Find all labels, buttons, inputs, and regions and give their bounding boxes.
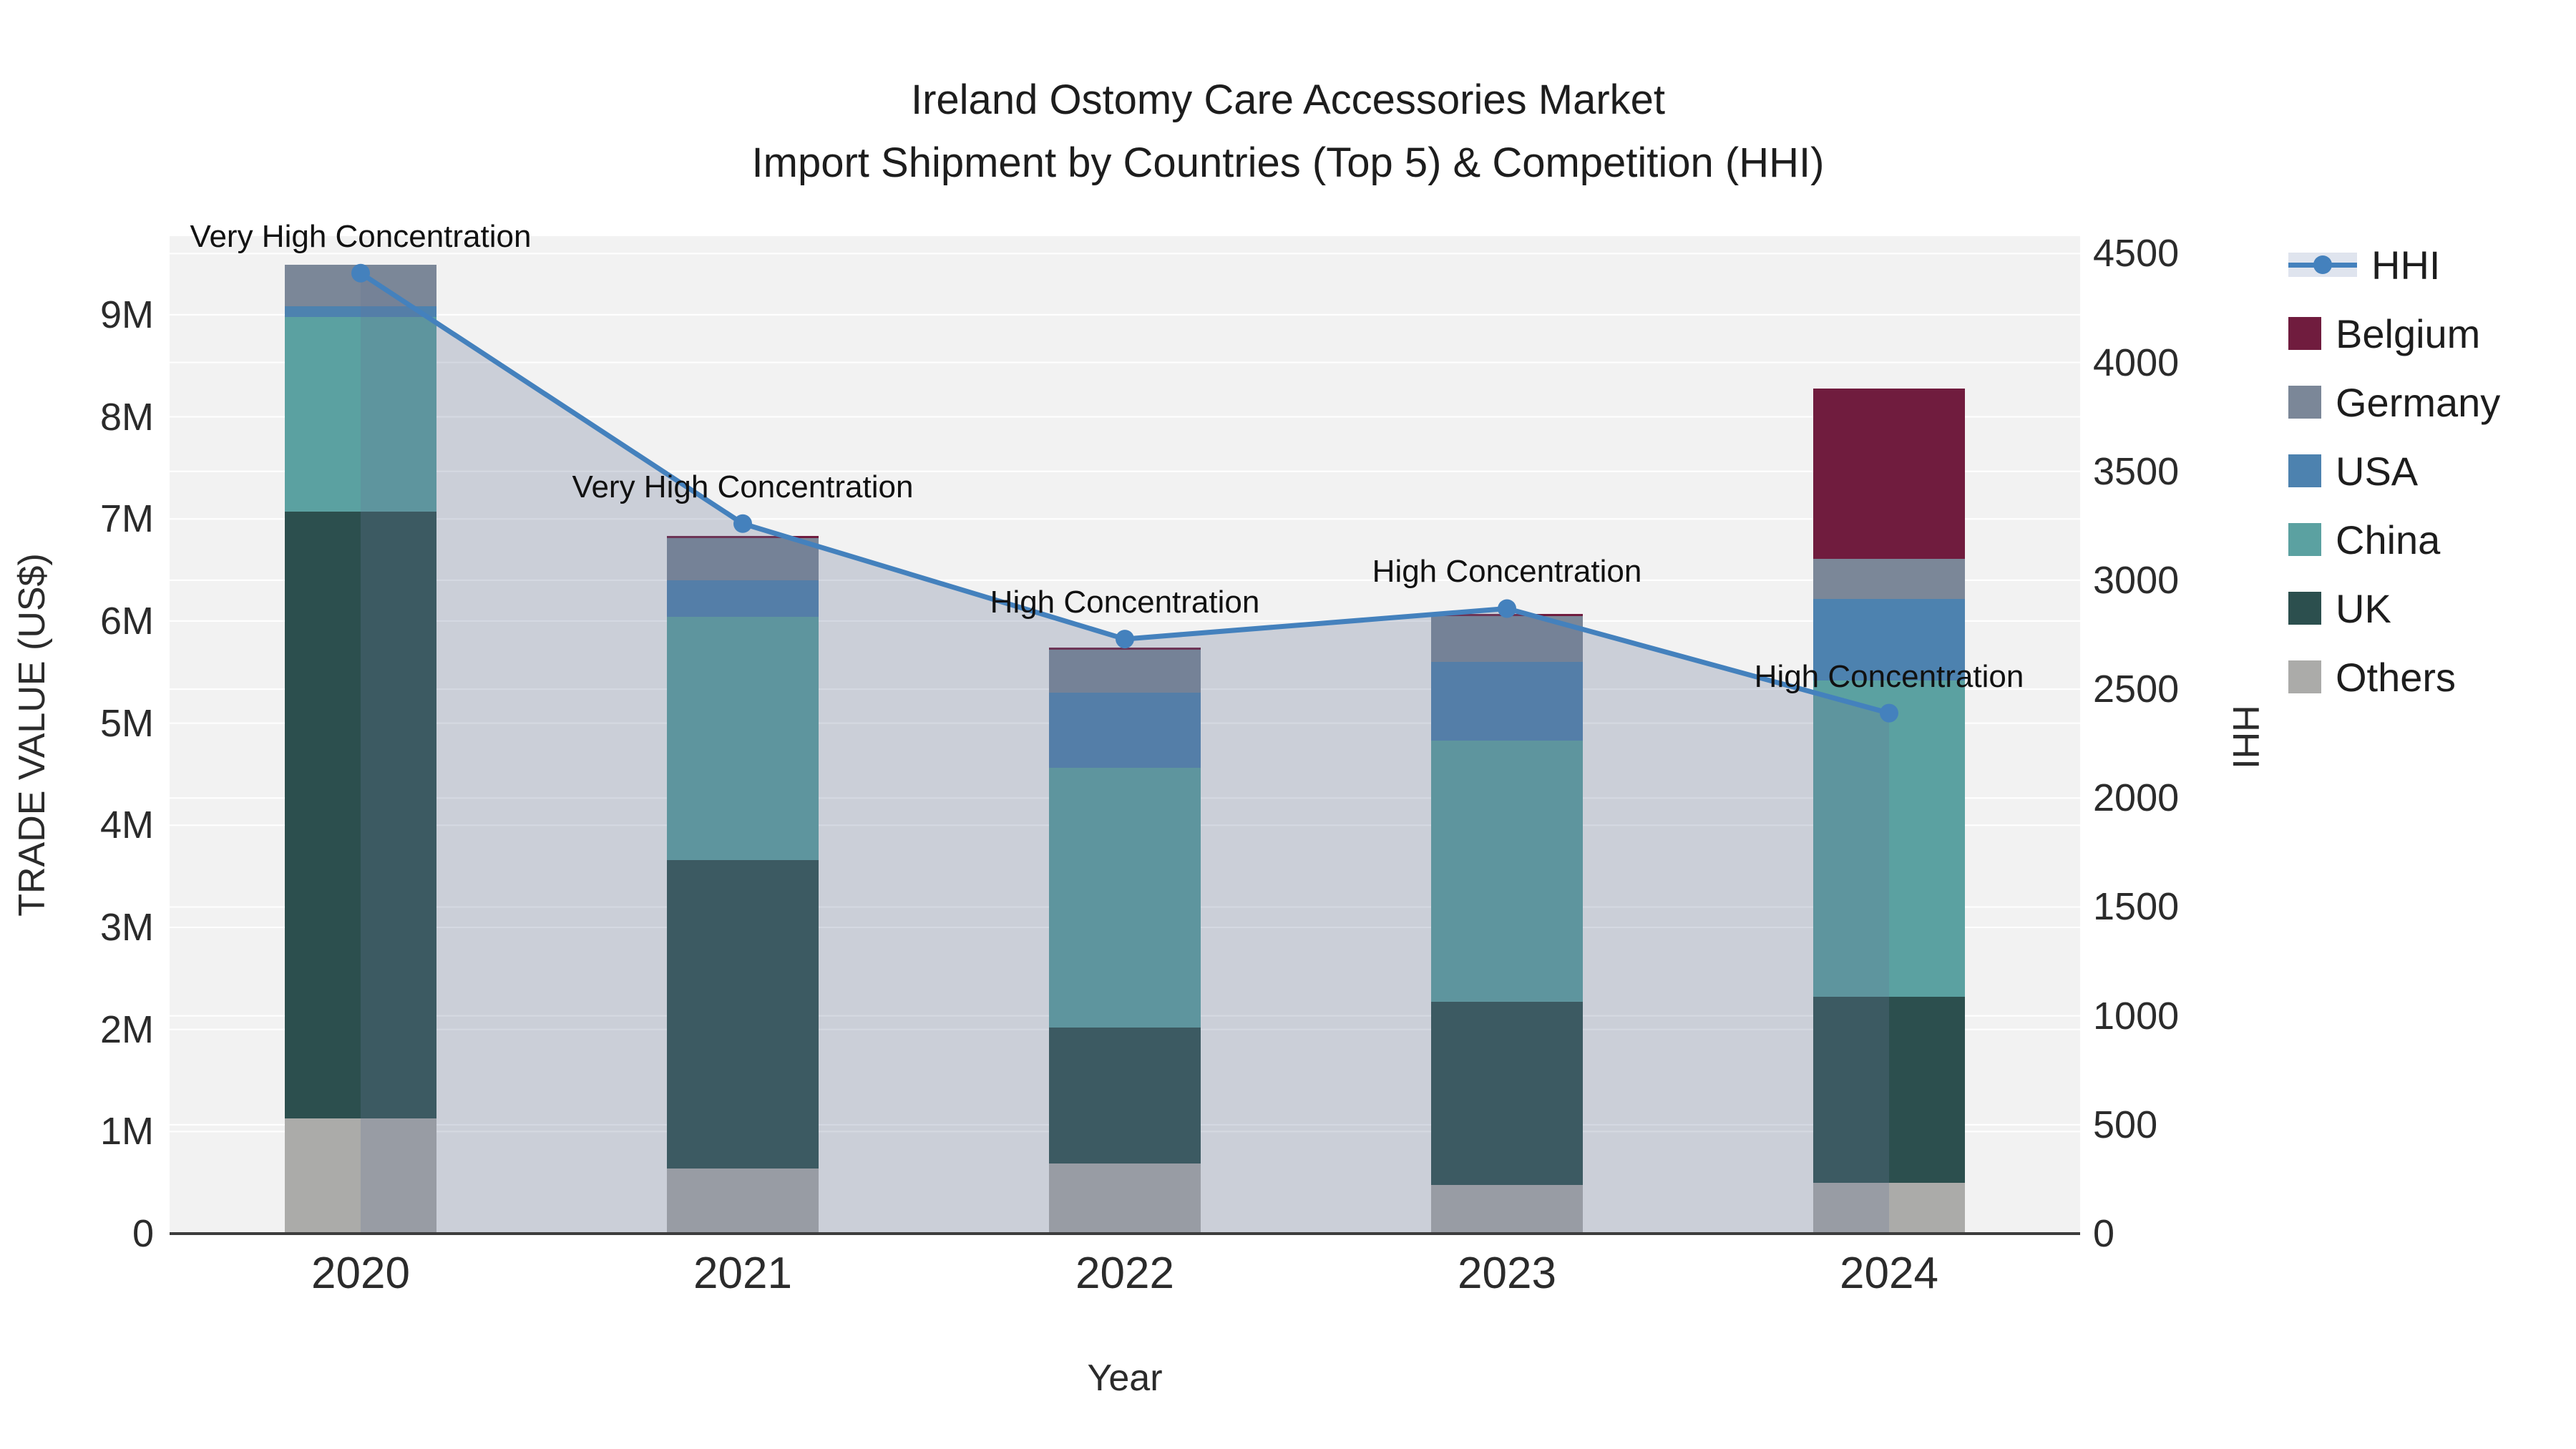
bar-2020-china — [285, 316, 436, 512]
bar-2021-germany — [667, 538, 819, 580]
legend-swatch-uk — [2288, 592, 2321, 625]
bar-2020-uk — [285, 512, 436, 1118]
bar-2024-china — [1813, 680, 1965, 997]
bar-2020-usa — [285, 306, 436, 317]
bar-2024-uk — [1813, 996, 1965, 1183]
y-right-tick-2500: 2500 — [2093, 668, 2180, 711]
y-left-tick-2M: 2M — [99, 1008, 154, 1051]
bar-2023-uk — [1431, 1002, 1583, 1185]
bar-2021-belgium — [667, 536, 819, 539]
y-right-tick-1000: 1000 — [2093, 994, 2180, 1038]
bar-2021-usa — [667, 580, 819, 618]
legend-swatch-china — [2288, 523, 2321, 556]
legend-swatch-others — [2288, 660, 2321, 693]
bar-2020-others — [285, 1118, 436, 1234]
y-right-tick-4000: 4000 — [2093, 341, 2180, 384]
bar-2021-china — [667, 617, 819, 860]
y-right-tick-3000: 3000 — [2093, 558, 2180, 602]
legend-label-germany: Germany — [2336, 379, 2501, 425]
bar-2023-germany — [1431, 615, 1583, 662]
chart-title: Ireland Ostomy Care Accessories Market I… — [0, 69, 2576, 195]
bar-2023-others — [1431, 1184, 1583, 1234]
y-right-tick-2000: 2000 — [2093, 776, 2180, 820]
y-left-tick-8M: 8M — [99, 395, 154, 439]
bar-2022-uk — [1049, 1027, 1201, 1163]
annotation-2023: High Concentration — [1372, 554, 1642, 590]
y-right-tick-1500: 1500 — [2093, 885, 2180, 929]
y-left-tick-3M: 3M — [99, 905, 154, 949]
legend-label-uk: UK — [2336, 585, 2391, 631]
legend-item-belgium[interactable]: Belgium — [2288, 299, 2480, 368]
legend-item-usa[interactable]: USA — [2288, 436, 2418, 505]
y-left-tick-0: 0 — [132, 1212, 154, 1255]
y-left-tick-1M: 1M — [99, 1110, 154, 1153]
bar-2022-usa — [1049, 692, 1201, 769]
legend-item-uk[interactable]: UK — [2288, 574, 2391, 643]
legend-swatch-germany — [2288, 386, 2321, 419]
annotation-2020: Very High Concentration — [190, 218, 532, 254]
bar-2022-germany — [1049, 649, 1201, 693]
y-axis-title-left: TRADE VALUE (US$) — [11, 553, 53, 917]
legend-item-others[interactable]: Others — [2288, 643, 2456, 711]
x-tick-2023: 2023 — [1458, 1249, 1556, 1298]
x-tick-2021: 2021 — [693, 1249, 792, 1298]
bar-2021-others — [667, 1168, 819, 1234]
annotation-2024: High Concentration — [1754, 658, 2024, 694]
hhi-legend-symbol — [2288, 253, 2357, 277]
bar-2021-uk — [667, 859, 819, 1169]
legend-label-usa: USA — [2336, 448, 2419, 494]
legend-item-germany[interactable]: Germany — [2288, 368, 2500, 436]
y-left-tick-5M: 5M — [99, 701, 154, 745]
bar-2023-china — [1431, 740, 1583, 1002]
y-right-tick-500: 500 — [2093, 1103, 2158, 1146]
y-right-tick-4500: 4500 — [2093, 232, 2180, 275]
bar-2022-others — [1049, 1163, 1201, 1234]
bar-2022-belgium — [1049, 648, 1201, 650]
legend-swatch-belgium — [2288, 317, 2321, 350]
bar-2024-belgium — [1813, 388, 1965, 559]
y-left-tick-7M: 7M — [99, 497, 154, 541]
x-tick-2024: 2024 — [1840, 1249, 1938, 1298]
legend-label-china: China — [2336, 517, 2441, 562]
annotation-2021: Very High Concentration — [572, 469, 914, 504]
y-left-tick-9M: 9M — [99, 293, 154, 336]
bar-2024-others — [1813, 1182, 1965, 1234]
chart-title-line1: Ireland Ostomy Care Accessories Market — [910, 77, 1666, 123]
legend-item-china[interactable]: China — [2288, 505, 2440, 574]
y-left-tick-4M: 4M — [99, 804, 154, 847]
legend-swatch-usa — [2288, 454, 2321, 487]
y-left-tick-6M: 6M — [99, 599, 154, 643]
bar-2023-belgium — [1431, 613, 1583, 616]
chart-title-line2: Import Shipment by Countries (Top 5) & C… — [751, 140, 1825, 186]
x-tick-2020: 2020 — [311, 1249, 410, 1298]
bar-2020-germany — [285, 264, 436, 307]
bar-2024-germany — [1813, 558, 1965, 599]
legend-label-hhi: HHI — [2371, 242, 2441, 288]
legend-label-belgium: Belgium — [2336, 311, 2481, 356]
y-axis-title-right: HHI — [2225, 705, 2266, 769]
y-right-tick-0: 0 — [2093, 1212, 2115, 1255]
x-axis-title: Year — [1087, 1357, 1163, 1399]
x-tick-2022: 2022 — [1075, 1249, 1174, 1298]
y-right-tick-3500: 3500 — [2093, 449, 2180, 493]
bar-2023-usa — [1431, 661, 1583, 741]
bar-2022-china — [1049, 768, 1201, 1028]
annotation-2022: High Concentration — [990, 585, 1260, 620]
legend-item-hhi[interactable]: HHI — [2288, 230, 2440, 299]
legend-label-others: Others — [2336, 654, 2457, 700]
